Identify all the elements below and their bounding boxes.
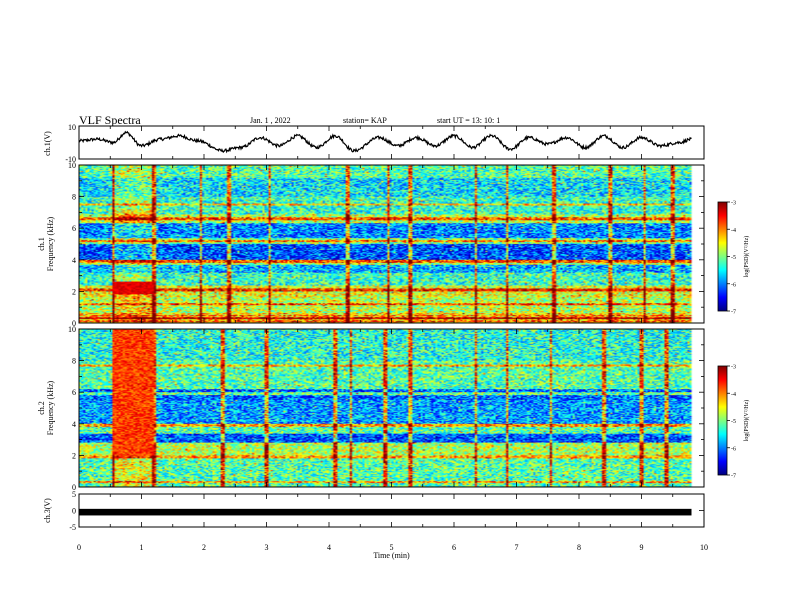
y-tick-label: 10	[68, 123, 76, 132]
x-tick-label: 2	[202, 543, 206, 552]
colorbar-tick-label: -5	[731, 419, 736, 425]
ch1-colorbar	[717, 201, 728, 312]
start-time-label: start UT = 13: 10: 1	[437, 116, 501, 125]
ch1-frequency-label: Frequency (kHz)	[46, 216, 55, 271]
y-tick-label: 2	[72, 287, 76, 296]
y-tick-label: 0	[72, 319, 76, 328]
y-tick-label: -10	[65, 155, 76, 164]
x-tick-label: 9	[640, 543, 644, 552]
x-tick-label: 10	[700, 543, 708, 552]
y-tick-label: 8	[72, 357, 76, 366]
station-label: station= KAP	[343, 116, 387, 125]
date-label: Jan. 1 , 2022	[250, 116, 291, 125]
ch1-waveform-ylabel: ch.1(V)	[43, 131, 52, 156]
figure-title: VLF Spectra	[79, 113, 141, 127]
ch2-colorbar	[717, 365, 728, 476]
ch1-channel-label: ch.1	[37, 237, 46, 251]
ch2-frequency-label: Frequency (kHz)	[46, 380, 55, 435]
colorbar-tick-label: -6	[731, 282, 736, 288]
x-tick-label: 1	[140, 543, 144, 552]
x-tick-label: 5	[390, 543, 394, 552]
y-tick-label: 10	[68, 325, 76, 334]
ch2-colorbar-label: log(PSD)(V²/Hz)	[743, 400, 750, 441]
y-tick-label: 4	[72, 420, 76, 429]
x-tick-label: 0	[77, 543, 81, 552]
colorbar-tick-label: -3	[731, 201, 736, 207]
y-tick-label: 10	[68, 161, 76, 170]
y-tick-label: -5	[69, 523, 76, 532]
y-tick-label: 8	[72, 193, 76, 202]
y-tick-label: 2	[72, 451, 76, 460]
y-tick-label: 0	[72, 483, 76, 492]
ch3-waveform-ylabel: ch.3(V)	[43, 498, 52, 523]
x-axis-label: Time (min)	[373, 551, 410, 560]
ch1-waveform-line	[78, 130, 692, 154]
colorbar-tick-label: -4	[731, 392, 736, 398]
ch1-colorbar-label: log(PSD)(V²/Hz)	[743, 236, 750, 277]
colorbar-tick-label: -3	[731, 365, 736, 371]
spectrogram-ch1	[79, 165, 704, 323]
colorbar-tick-label: -7	[731, 474, 736, 480]
y-tick-label: 4	[72, 256, 76, 265]
ch3-waveform-band	[79, 508, 692, 516]
x-tick-label: 6	[452, 543, 456, 552]
ch2-channel-label: ch.2	[37, 401, 46, 415]
y-tick-label: 6	[72, 388, 76, 397]
colorbar-tick-label: -5	[731, 255, 736, 261]
y-tick-label: 6	[72, 224, 76, 233]
y-tick-label: 0	[72, 507, 76, 516]
colorbar-tick-label: -6	[731, 446, 736, 452]
spectrogram-ch2	[79, 329, 704, 487]
colorbar-tick-label: -7	[731, 310, 736, 316]
y-tick-label: 5	[72, 490, 76, 499]
x-tick-label: 3	[265, 543, 269, 552]
x-tick-label: 8	[577, 543, 581, 552]
x-tick-label: 7	[515, 543, 519, 552]
colorbar-tick-label: -4	[731, 228, 736, 234]
x-tick-label: 4	[327, 543, 331, 552]
